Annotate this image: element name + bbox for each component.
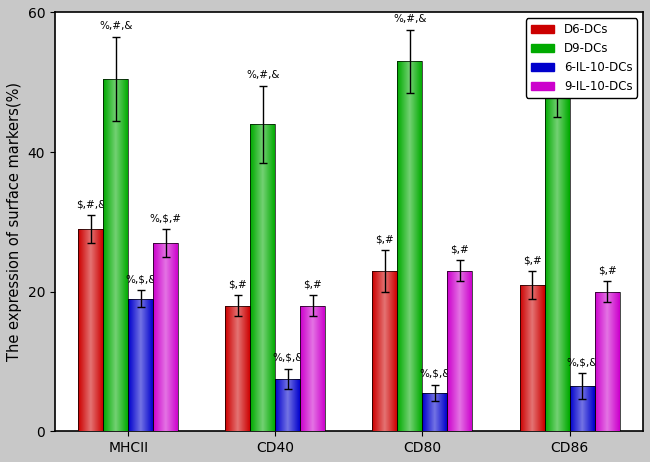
Bar <box>79 229 103 432</box>
Text: $,#,&: $,#,& <box>76 199 106 209</box>
Bar <box>447 271 473 432</box>
Text: %,#,&: %,#,& <box>540 53 574 63</box>
Text: $,#: $,# <box>304 280 322 290</box>
Bar <box>545 93 569 432</box>
Bar <box>128 299 153 432</box>
Bar <box>372 271 398 432</box>
Text: %,$,&: %,$,& <box>125 275 157 285</box>
Text: %,$,&: %,$,& <box>419 369 450 379</box>
Bar <box>422 393 447 432</box>
Text: %,#,&: %,#,& <box>246 70 280 80</box>
Bar <box>519 285 545 432</box>
Text: $,#: $,# <box>523 255 541 265</box>
Text: $,#: $,# <box>376 234 395 244</box>
Text: %,#,&: %,#,& <box>99 21 133 31</box>
Bar <box>226 306 250 432</box>
Bar <box>569 386 595 432</box>
Bar <box>153 243 178 432</box>
Bar <box>250 124 276 432</box>
Text: %,$,&: %,$,& <box>272 353 304 363</box>
Bar <box>276 379 300 432</box>
Bar <box>300 306 326 432</box>
Y-axis label: The expression of surface markers(%): The expression of surface markers(%) <box>7 82 22 361</box>
Legend: D6-DCs, D9-DCs, 6-IL-10-DCs, 9-IL-10-DCs: D6-DCs, D9-DCs, 6-IL-10-DCs, 9-IL-10-DCs <box>526 18 637 97</box>
Text: %,$,&: %,$,& <box>566 358 598 368</box>
Bar <box>398 61 423 432</box>
Text: %,$,#: %,$,# <box>150 213 182 223</box>
Text: $,#: $,# <box>229 280 247 290</box>
Bar <box>103 79 128 432</box>
Text: $,#: $,# <box>450 245 469 255</box>
Text: $,#: $,# <box>597 266 616 276</box>
Bar <box>595 292 619 432</box>
Text: %,#,&: %,#,& <box>393 14 427 24</box>
